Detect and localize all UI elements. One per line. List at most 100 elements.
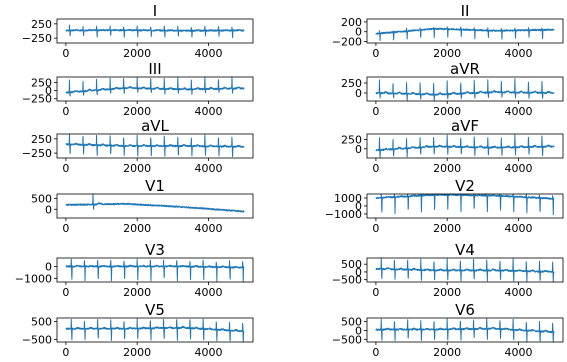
x-tick-label: 2000 xyxy=(433,47,461,60)
x-tick-label: 0 xyxy=(372,47,379,60)
panel-title: aVR xyxy=(450,60,480,78)
ecg-trace-v1 xyxy=(65,193,245,213)
x-tick-label: 0 xyxy=(372,346,379,359)
y-tick-label: 200 xyxy=(341,16,362,29)
y-tick-label: 0 xyxy=(355,87,362,100)
x-tick-label: 0 xyxy=(372,222,379,235)
x-tick-label: 2000 xyxy=(123,162,151,175)
ecg-trace-ii xyxy=(375,26,555,41)
y-tick-label: 500 xyxy=(31,192,52,205)
x-tick-label: 2000 xyxy=(433,346,461,359)
x-tick-label: 0 xyxy=(62,105,69,118)
x-tick-label: 0 xyxy=(372,286,379,299)
y-tick-label: −250 xyxy=(22,147,52,160)
panel-title: II xyxy=(461,2,470,20)
y-tick-label: −250 xyxy=(22,93,52,106)
axes-frame xyxy=(366,257,564,283)
x-tick-label: 4000 xyxy=(504,222,532,235)
panel-title: V1 xyxy=(145,177,165,195)
ecg-panel-i: I 250−250 0 2000 4000 xyxy=(22,2,254,60)
x-tick-label: 4000 xyxy=(504,47,532,60)
y-tick-label: 0 xyxy=(355,324,362,337)
y-tick-label: 500 xyxy=(341,316,362,329)
axes-frame xyxy=(56,133,254,159)
x-tick-label: 2000 xyxy=(123,286,151,299)
panel-title: aVF xyxy=(451,117,479,135)
y-tick-label: 0 xyxy=(355,143,362,156)
ecg-trace-avl xyxy=(65,133,245,158)
panel-title: V4 xyxy=(455,241,475,259)
ecg-trace-v5 xyxy=(65,318,245,343)
x-tick-label: 0 xyxy=(62,162,69,175)
ecg-trace-i xyxy=(65,24,245,39)
axes-frame xyxy=(56,257,254,283)
y-tick-label: −200 xyxy=(332,36,362,49)
y-tick-label: 1000 xyxy=(334,192,362,205)
x-tick-label: 4000 xyxy=(504,286,532,299)
y-tick-label: −1000 xyxy=(325,208,362,221)
x-tick-label: 0 xyxy=(62,47,69,60)
x-tick-label: 2000 xyxy=(433,162,461,175)
x-tick-label: 4000 xyxy=(194,286,222,299)
y-tick-label: −250 xyxy=(22,32,52,45)
y-tick-label: 0 xyxy=(45,203,52,216)
x-tick-label: 0 xyxy=(62,286,69,299)
ecg-trace-iii xyxy=(65,76,245,97)
ecg-trace-v6 xyxy=(375,318,555,343)
y-tick-label: 250 xyxy=(31,18,52,31)
panel-title: V2 xyxy=(455,177,475,195)
x-tick-label: 2000 xyxy=(123,105,151,118)
x-tick-label: 4000 xyxy=(194,162,222,175)
y-tick-label: 0 xyxy=(45,260,52,273)
axes-frame xyxy=(56,76,254,102)
x-tick-label: 2000 xyxy=(433,105,461,118)
x-tick-label: 0 xyxy=(62,346,69,359)
x-tick-label: 4000 xyxy=(194,47,222,60)
panel-title: V5 xyxy=(145,301,165,319)
x-tick-label: 4000 xyxy=(504,105,532,118)
x-tick-label: 4000 xyxy=(504,346,532,359)
y-tick-label: 500 xyxy=(341,258,362,271)
x-tick-label: 0 xyxy=(372,105,379,118)
panel-title: V3 xyxy=(145,241,165,259)
y-tick-label: −500 xyxy=(332,274,362,287)
axes-frame xyxy=(366,18,564,44)
y-tick-label: 0 xyxy=(45,85,52,98)
x-tick-label: 2000 xyxy=(433,222,461,235)
y-tick-label: 250 xyxy=(341,134,362,147)
x-tick-label: 0 xyxy=(62,222,69,235)
ecg-trace-avf xyxy=(375,134,555,158)
panel-title: V6 xyxy=(455,301,475,319)
axes-frame xyxy=(366,317,564,343)
y-tick-label: 250 xyxy=(31,77,52,90)
ecg-trace-v4 xyxy=(375,257,555,283)
x-tick-label: 4000 xyxy=(194,222,222,235)
y-tick-label: −500 xyxy=(332,333,362,346)
x-tick-label: 2000 xyxy=(433,286,461,299)
y-tick-label: 250 xyxy=(31,133,52,146)
y-tick-label: −1000 xyxy=(15,272,52,285)
axes-frame xyxy=(366,133,564,159)
axes-frame xyxy=(56,193,254,219)
panel-title: aVL xyxy=(141,117,169,135)
y-tick-label: 250 xyxy=(341,77,362,90)
x-tick-label: 2000 xyxy=(123,346,151,359)
ecg-trace-v3 xyxy=(65,258,245,283)
y-tick-label: 0 xyxy=(355,26,362,39)
panel-title: I xyxy=(153,2,157,20)
y-tick-label: 500 xyxy=(31,316,52,329)
y-tick-label: 0 xyxy=(355,200,362,213)
ecg-panel-avl: aVL 250−250 0 2000 4000 xyxy=(22,117,254,175)
axes-frame xyxy=(366,76,564,102)
y-tick-label: −500 xyxy=(22,333,52,346)
x-tick-label: 4000 xyxy=(194,346,222,359)
ecg-trace-avr xyxy=(375,78,555,102)
